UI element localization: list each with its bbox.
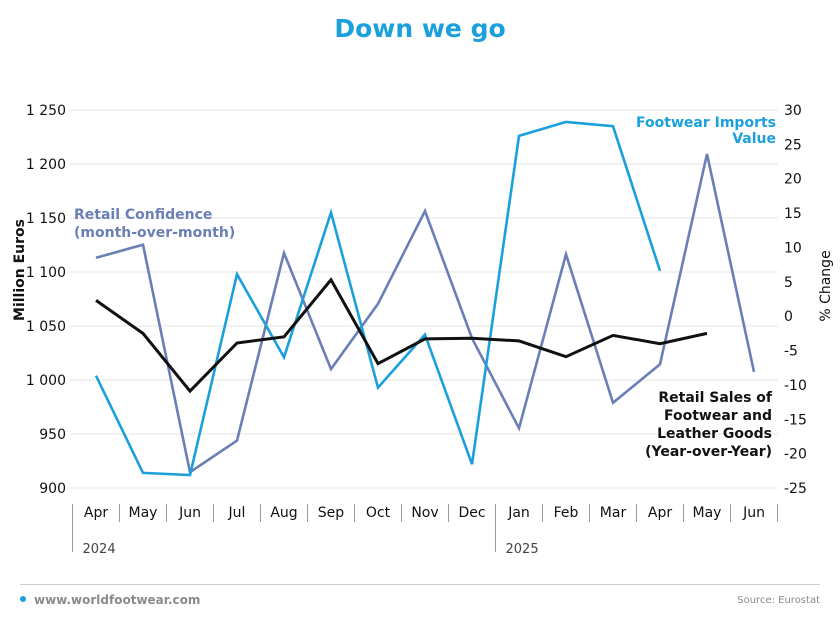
footer-source: Source: Eurostat — [737, 595, 820, 606]
left-tick-label: 900 — [39, 481, 66, 497]
x-tick-label: Apr — [84, 505, 108, 521]
left-tick-label: 1 150 — [26, 211, 66, 227]
gridlines — [70, 109, 778, 489]
x-axis: Apr May Jun Jul Aug Sep Oct Nov Dec Jan Feb Mar Apr M… — [72, 504, 778, 557]
x-tick-label: May — [693, 505, 722, 521]
series-label: Value — [732, 131, 776, 147]
right-tick-label: 10 — [784, 240, 802, 256]
left-axis-title: Million Euros — [12, 219, 28, 321]
right-tick-label: 15 — [784, 206, 802, 222]
left-tick-label: 1 000 — [26, 373, 66, 389]
line-chart: 900 950 1 000 1 050 1 100 1 150 1 200 1 250 -25… — [12, 103, 834, 557]
right-tick-label: -15 — [784, 412, 807, 428]
right-tick-label: 30 — [784, 103, 802, 119]
series-label: (month-over-month) — [74, 225, 235, 241]
left-tick-label: 1 200 — [26, 157, 66, 173]
right-tick-label: 5 — [784, 275, 793, 291]
year-label: 2024 — [83, 542, 116, 557]
bullet-dot-icon — [20, 596, 26, 602]
chart-title: Down we go — [334, 14, 506, 43]
right-tick-label: 20 — [784, 172, 802, 188]
x-tick-label: Mar — [600, 505, 627, 521]
right-y-axis: -25 -20 -15 -10 -5 0 5 10 15 20 25 30 — [784, 103, 807, 497]
series-label: (Year-over-Year) — [645, 444, 772, 460]
series-label: Footwear and — [664, 408, 772, 424]
series-line — [95, 153, 756, 475]
left-tick-label: 950 — [39, 427, 66, 443]
right-tick-label: -10 — [784, 378, 807, 394]
year-label: 2025 — [506, 542, 539, 557]
left-tick-label: 1 050 — [26, 319, 66, 335]
x-tick-label: May — [129, 505, 158, 521]
left-y-axis: 900 950 1 000 1 050 1 100 1 150 1 200 1 250 — [26, 103, 66, 497]
x-tick-label: Dec — [458, 505, 485, 521]
x-tick-label: Feb — [554, 505, 579, 521]
series-lines — [94, 120, 756, 477]
x-tick-label: Jan — [507, 505, 530, 521]
x-tick-label: Apr — [648, 505, 672, 521]
series-line — [95, 277, 708, 394]
x-tick-label: Sep — [318, 505, 345, 521]
right-tick-label: -5 — [784, 344, 798, 360]
right-tick-label: -20 — [784, 447, 807, 463]
right-tick-label: 0 — [784, 309, 793, 325]
series-line — [94, 120, 662, 477]
x-tick-label: Jun — [742, 505, 765, 521]
left-tick-label: 1 250 — [26, 103, 66, 119]
series-label: Footwear Imports — [636, 115, 776, 131]
left-tick-label: 1 100 — [26, 265, 66, 281]
x-tick-label: Aug — [270, 505, 297, 521]
x-tick-label: Jun — [178, 505, 201, 521]
x-tick-label: Nov — [411, 505, 438, 521]
right-tick-label: -25 — [784, 481, 807, 497]
footer-divider — [20, 584, 820, 585]
right-tick-label: 25 — [784, 137, 802, 153]
website-link[interactable]: www.worldfootwear.com — [34, 593, 201, 607]
right-axis-title: % Change — [818, 250, 834, 321]
series-label: Retail Confidence — [74, 207, 212, 223]
series-label: Retail Sales of — [658, 390, 773, 406]
x-tick-label: Oct — [366, 505, 391, 521]
x-tick-label: Jul — [228, 505, 246, 521]
series-label: Leather Goods — [657, 426, 772, 442]
footer-website[interactable]: www.worldfootwear.com — [20, 593, 200, 607]
